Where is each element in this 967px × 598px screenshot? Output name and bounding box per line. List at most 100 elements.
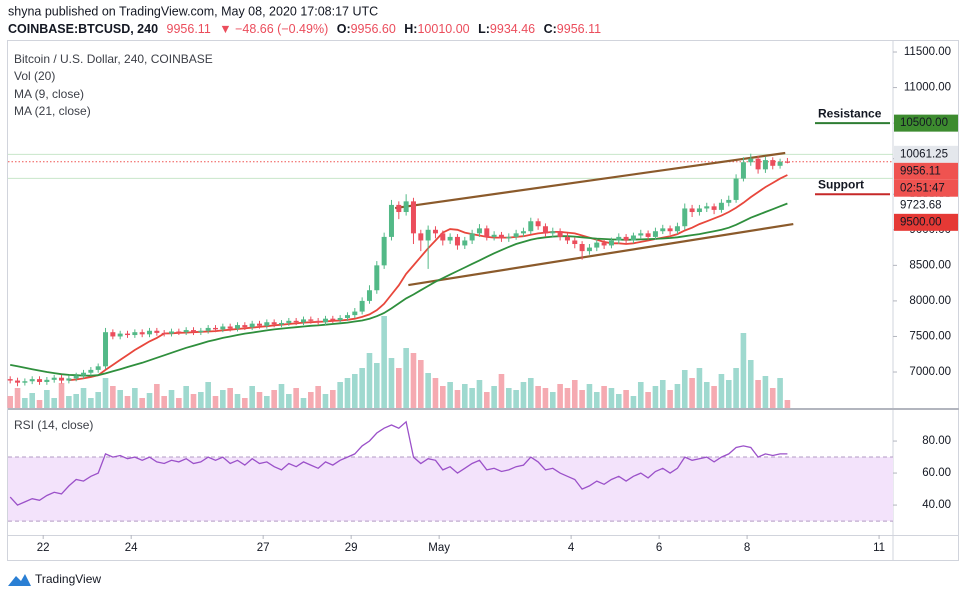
candle-body [191, 330, 197, 333]
volume-bar [73, 394, 79, 408]
candle-body [733, 178, 739, 200]
chart-frame [7, 40, 959, 561]
candle-body [29, 379, 35, 382]
volume-bar [366, 353, 373, 408]
y-tick-label: 8500.00 [909, 259, 951, 271]
candle-body [579, 244, 585, 252]
volume-bar [689, 378, 695, 408]
candle-body [308, 319, 314, 321]
x-tick-label: 22 [37, 542, 50, 554]
candle-body [784, 161, 790, 163]
volume-bar [410, 353, 417, 408]
ohlc-value: 10010.00 [417, 22, 469, 36]
volume-bar [498, 374, 505, 408]
volume-bar [476, 380, 483, 408]
candle-body [528, 221, 534, 232]
volume-bar [667, 390, 673, 408]
volume-bar [51, 398, 57, 408]
volume-bar [337, 382, 343, 408]
volume-bar [132, 388, 138, 408]
price-badge-label: 10500.00 [900, 117, 948, 129]
volume-bar [571, 380, 578, 408]
candle-body [205, 327, 211, 331]
candle-body [293, 320, 299, 323]
x-tick-label: May [428, 542, 450, 554]
ohlc-label: O: [337, 22, 351, 36]
candle-body [432, 229, 438, 234]
volume-bar [491, 386, 497, 408]
volume-bar [608, 388, 615, 408]
symbol-line: COINBASE:BTCUSD, 240 9956.11 ▼ −48.66 (−… [8, 22, 601, 36]
volume-bar [564, 388, 571, 408]
volume-bar [549, 392, 556, 408]
candle-body [66, 378, 72, 381]
candle-body [535, 221, 541, 227]
volume-bar [381, 316, 387, 408]
volume-bar [542, 388, 549, 408]
volume-bar [777, 378, 783, 408]
volume-bar [22, 398, 28, 408]
volume-bar [579, 390, 585, 408]
x-tick-label: 4 [568, 542, 575, 554]
rsi-line [9, 420, 788, 506]
rsi-tick-label: 60.00 [922, 467, 951, 479]
volume-bar [154, 384, 160, 408]
candle-body [264, 322, 270, 326]
x-tick-label: 24 [125, 542, 138, 554]
candle-body [704, 206, 710, 209]
volume-bar [29, 393, 35, 408]
volume-bar [762, 376, 769, 408]
volume-bar [469, 388, 475, 408]
candle-body [278, 322, 284, 325]
candle-body [110, 332, 116, 337]
x-tick-label: 8 [744, 542, 750, 554]
volume-bar [725, 380, 732, 408]
candle-body [15, 380, 21, 383]
candle-body [88, 369, 94, 373]
volume-bar [520, 382, 527, 408]
ohlc-label: C: [544, 22, 557, 36]
volume-bar [681, 370, 688, 408]
volume-bar [418, 360, 424, 408]
candle-body [623, 236, 629, 241]
candle-body [139, 332, 145, 335]
last-price: 9956.11 [167, 22, 211, 36]
volume-bar [176, 398, 182, 408]
volume-bar [432, 378, 439, 408]
volume-bar [425, 373, 431, 408]
candle-body [81, 372, 87, 376]
x-tick-label: 6 [656, 542, 662, 554]
ohlc-value: 9956.11 [557, 22, 601, 36]
candle-body [352, 311, 358, 316]
price-badge [894, 162, 958, 180]
volume-bar [505, 388, 512, 408]
volume-bar [234, 394, 241, 408]
volume-bar [278, 384, 285, 408]
volume-bar [615, 394, 622, 408]
volume-bar [168, 390, 175, 408]
candle-body [396, 204, 402, 213]
level-label: Resistance [818, 106, 882, 120]
candle-body [469, 233, 475, 241]
symbol: COINBASE:BTCUSD, 240 [8, 22, 158, 36]
candle-body [572, 240, 578, 245]
candle-body [322, 318, 328, 323]
volume-bar [659, 380, 666, 408]
candle-body [660, 228, 666, 232]
volume-bar [205, 382, 211, 408]
rsi-tick-label: 40.00 [922, 499, 951, 511]
footer-logo: TradingView [8, 572, 101, 586]
volume-bar [66, 396, 72, 408]
countdown-badge [894, 179, 958, 197]
volume-bar [212, 396, 219, 408]
legend-volume: Vol (20) [14, 69, 55, 83]
candle-body [330, 318, 336, 321]
candle-body [777, 161, 783, 166]
volume-bar [36, 400, 43, 408]
volume-bar [88, 398, 94, 408]
candle-body [506, 236, 512, 239]
candle-body [652, 231, 658, 237]
candle-body [337, 317, 343, 321]
volume-bar [593, 392, 600, 408]
